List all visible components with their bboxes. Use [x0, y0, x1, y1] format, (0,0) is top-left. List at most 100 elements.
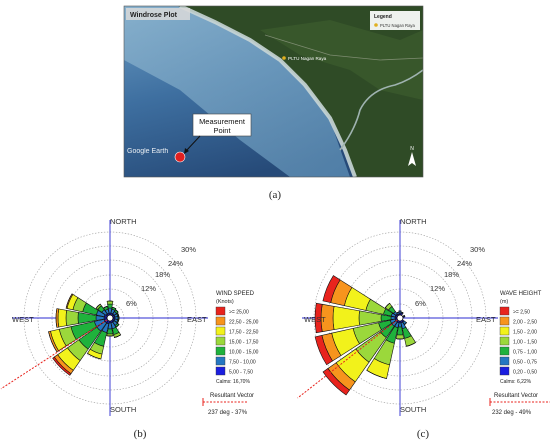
rose-center: [396, 314, 404, 322]
legend-label: 5,00 - 7,50: [229, 370, 253, 376]
legend-swatch: [215, 316, 226, 326]
map-title: Windrose Plot: [130, 12, 178, 19]
legend-swatch: [215, 356, 226, 366]
caption-b: (b): [134, 428, 147, 440]
rose-petal-segment: [396, 311, 399, 314]
legend-swatch: [215, 366, 226, 376]
compass-west: WEST: [304, 315, 326, 324]
ring-label-12: 12%: [141, 284, 156, 293]
ring-label-12: 12%: [430, 284, 445, 293]
svg-text:N: N: [410, 146, 414, 152]
rose-petal-segment: [48, 331, 58, 353]
caption-a: (a): [269, 189, 282, 201]
rose-petal-segment: [322, 368, 350, 396]
compass-north: NORTH: [400, 217, 427, 226]
legend-label: >= 25,00: [229, 310, 249, 316]
road: [264, 34, 423, 61]
rose-petal-segment: [404, 322, 407, 325]
legend-label: 0,50 - 0,75: [513, 360, 537, 366]
measurement-label-line1: Measurement: [199, 117, 246, 126]
rose-petal-segment: [396, 334, 404, 340]
legend-pin-icon: [374, 23, 378, 27]
legend-swatch: [499, 356, 510, 366]
legend-swatch: [499, 326, 510, 336]
legend-label: 0,75 - 1,00: [513, 350, 537, 356]
legend-swatch: [499, 316, 510, 326]
rose-petal-segment: [322, 275, 341, 303]
legend-label: 1,00 - 1,50: [513, 340, 537, 346]
caption-c: (c): [417, 428, 430, 440]
legend-swatch: [215, 346, 226, 356]
legend-swatch: [499, 336, 510, 346]
legend-swatch: [499, 366, 510, 376]
rose-petal-segment: [314, 334, 333, 366]
legend-label: 10,00 - 15,00: [229, 350, 259, 356]
land-texture: [260, 20, 423, 100]
legend-swatch: [499, 306, 510, 316]
rose-petal-segment: [332, 306, 360, 330]
wave-calms: Calms: 6,22%: [500, 379, 532, 385]
ring-label-6: 6%: [415, 299, 426, 308]
legend-label: >= 2,50: [513, 310, 530, 316]
rose-petal-segment: [117, 319, 120, 323]
legend-label: 1,50 - 2,00: [513, 330, 537, 336]
wind-resultant-title: Resultant Vector: [210, 393, 254, 399]
legend-label: 22,50 - 25,00: [229, 320, 259, 326]
legend-swatch: [499, 346, 510, 356]
measurement-callout-box: [192, 113, 252, 137]
measurement-arrow: [185, 135, 201, 152]
ring-label-18: 18%: [155, 270, 170, 279]
rose-petal-segment: [65, 293, 73, 309]
wave-legend-unit: (m): [500, 299, 508, 305]
ring-label-18: 18%: [444, 270, 459, 279]
wind-legend-title: WIND SPEED: [216, 291, 255, 297]
wind-legend-unit: (Knots): [216, 299, 234, 305]
place-label: PLTU Nagan Raya: [288, 56, 327, 61]
legend-label: 17,50 - 22,50: [229, 330, 259, 336]
legend-label: 15,00 - 17,50: [229, 340, 259, 346]
map-legend-item: PLTU Nagan Raya: [380, 23, 416, 28]
map-legend-box: [370, 11, 420, 30]
shallow-water: [124, 6, 350, 177]
ring-label-30: 30%: [181, 245, 196, 254]
ring-label-30: 30%: [470, 245, 485, 254]
compass-east: EAST: [187, 315, 207, 324]
wave-legend-title: WAVE HEIGHT: [500, 291, 542, 297]
plant-pin-icon: [282, 56, 286, 60]
rose-petal-segment: [52, 356, 72, 376]
legend-swatch: [215, 326, 226, 336]
legend-label: 0,20 - 0,50: [513, 370, 537, 376]
compass-south: SOUTH: [400, 405, 426, 414]
resultant-vector: [0, 317, 111, 390]
resultant-vector: [297, 317, 401, 399]
measurement-label-line2: Point: [213, 126, 231, 135]
wave-resultant-title: Resultant Vector: [494, 393, 538, 399]
legend-swatch: [215, 336, 226, 346]
legend-label: 7,50 - 10,00: [229, 360, 256, 366]
rose-petal-segment: [406, 342, 416, 347]
compass-east: EAST: [476, 315, 496, 324]
legend-swatch: [215, 306, 226, 316]
google-earth-watermark: Google Earth: [127, 148, 168, 155]
river: [339, 69, 423, 151]
rose-petal-segment: [314, 302, 323, 334]
map-legend-title: Legend: [374, 14, 392, 20]
wave-resultant-value: 232 deg - 49%: [492, 410, 532, 416]
compass-west: WEST: [12, 315, 34, 324]
ring-label-6: 6%: [126, 299, 137, 308]
rose-petal-segment: [112, 306, 117, 309]
wind-calms: Calms: 16,70%: [216, 379, 250, 385]
rose-petal-segment: [114, 334, 121, 338]
ring-label-24: 24%: [457, 259, 472, 268]
compass-north: NORTH: [110, 217, 137, 226]
measurement-point-marker: [174, 151, 186, 163]
rose-center: [106, 314, 114, 322]
ring-label-24: 24%: [168, 259, 183, 268]
map-title-box: [126, 8, 190, 20]
wind-resultant-value: 237 deg - 37%: [208, 410, 248, 416]
legend-label: 2,00 - 2,50: [513, 320, 537, 326]
north-arrow-icon: N: [408, 146, 416, 166]
